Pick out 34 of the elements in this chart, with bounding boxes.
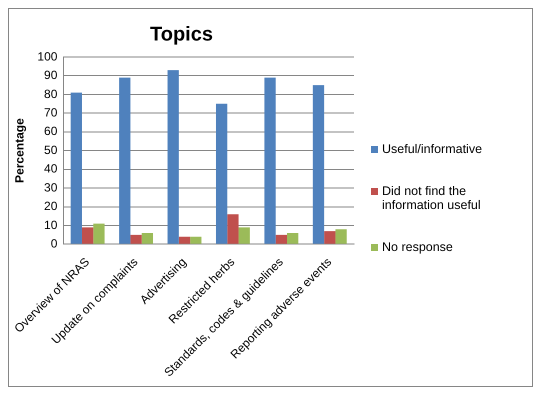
bar (93, 223, 105, 244)
bar (335, 228, 347, 244)
y-axis-title: Percentage (12, 117, 27, 182)
bar (324, 230, 336, 244)
bar (238, 226, 250, 244)
y-tick-label: 20 (44, 198, 58, 213)
y-tick-label: 30 (44, 180, 58, 194)
bar (312, 84, 324, 244)
y-tick-label: 40 (44, 161, 58, 176)
legend-label: Useful/informative (382, 142, 482, 156)
bar (264, 77, 276, 244)
chart-title: Topics (150, 23, 213, 46)
y-tick-label: 100 (37, 48, 58, 63)
y-tick-label: 80 (44, 86, 58, 100)
legend-label: No response (382, 240, 453, 254)
bar (82, 226, 94, 244)
bar (178, 236, 190, 244)
bar (227, 214, 239, 244)
y-tick-label: 10 (44, 217, 58, 232)
bar (130, 234, 142, 244)
bar (70, 92, 82, 244)
y-tick-label: 70 (44, 104, 58, 119)
bar (190, 236, 202, 244)
bar (276, 234, 288, 244)
legend-label: Did not find the information useful (382, 184, 482, 212)
bar (287, 232, 298, 244)
bar (142, 232, 154, 244)
bar (119, 77, 130, 244)
y-tick-label: 60 (44, 124, 58, 138)
bar (216, 103, 228, 244)
bar (168, 70, 179, 244)
y-tick-label: 0 (50, 236, 58, 250)
y-tick-label: 90 (44, 68, 58, 82)
y-tick-label: 50 (44, 142, 58, 156)
